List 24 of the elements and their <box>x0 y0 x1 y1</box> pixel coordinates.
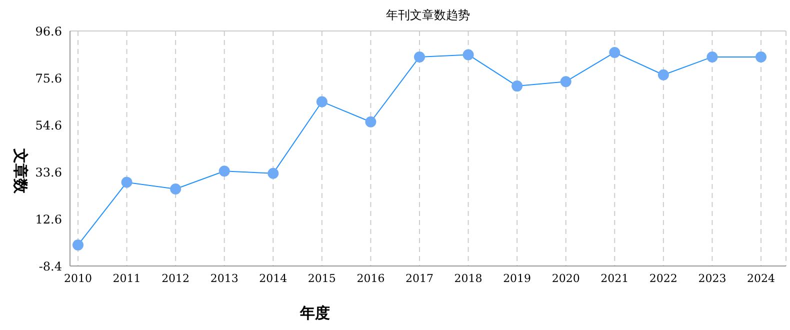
y-axis-title: 文章数 <box>12 148 30 194</box>
x-tick-label: 2019 <box>503 272 532 285</box>
y-tick-label: 33.6 <box>35 165 62 180</box>
y-tick-label: -8.4 <box>38 259 62 274</box>
x-tick-label: 2011 <box>112 272 141 285</box>
x-tick-label: 2018 <box>454 272 482 285</box>
x-tick-label: 2024 <box>747 272 775 285</box>
y-tick-label: 54.6 <box>35 118 62 132</box>
x-tick-label: 2012 <box>162 272 190 285</box>
x-tick-label: 2014 <box>259 272 288 285</box>
x-tick-label: 2022 <box>649 272 678 285</box>
y-tick-label: 96.6 <box>35 24 62 38</box>
chart-title: 年刊文章数趋势 <box>385 8 471 23</box>
y-tick-label: 12.6 <box>35 212 62 226</box>
x-tick-label: 2010 <box>64 272 92 285</box>
x-tick-label: 2013 <box>210 272 238 285</box>
x-tick-label: 2021 <box>600 272 629 285</box>
x-tick-label: 2015 <box>308 272 336 285</box>
x-tick-label: 2017 <box>406 272 434 285</box>
x-tick-label: 2020 <box>552 272 580 285</box>
x-tick-label: 2016 <box>356 272 385 285</box>
x-axis-title: 年度 <box>299 304 330 322</box>
y-tick-label: 75.6 <box>35 71 62 86</box>
x-tick-label: 2023 <box>698 272 726 285</box>
